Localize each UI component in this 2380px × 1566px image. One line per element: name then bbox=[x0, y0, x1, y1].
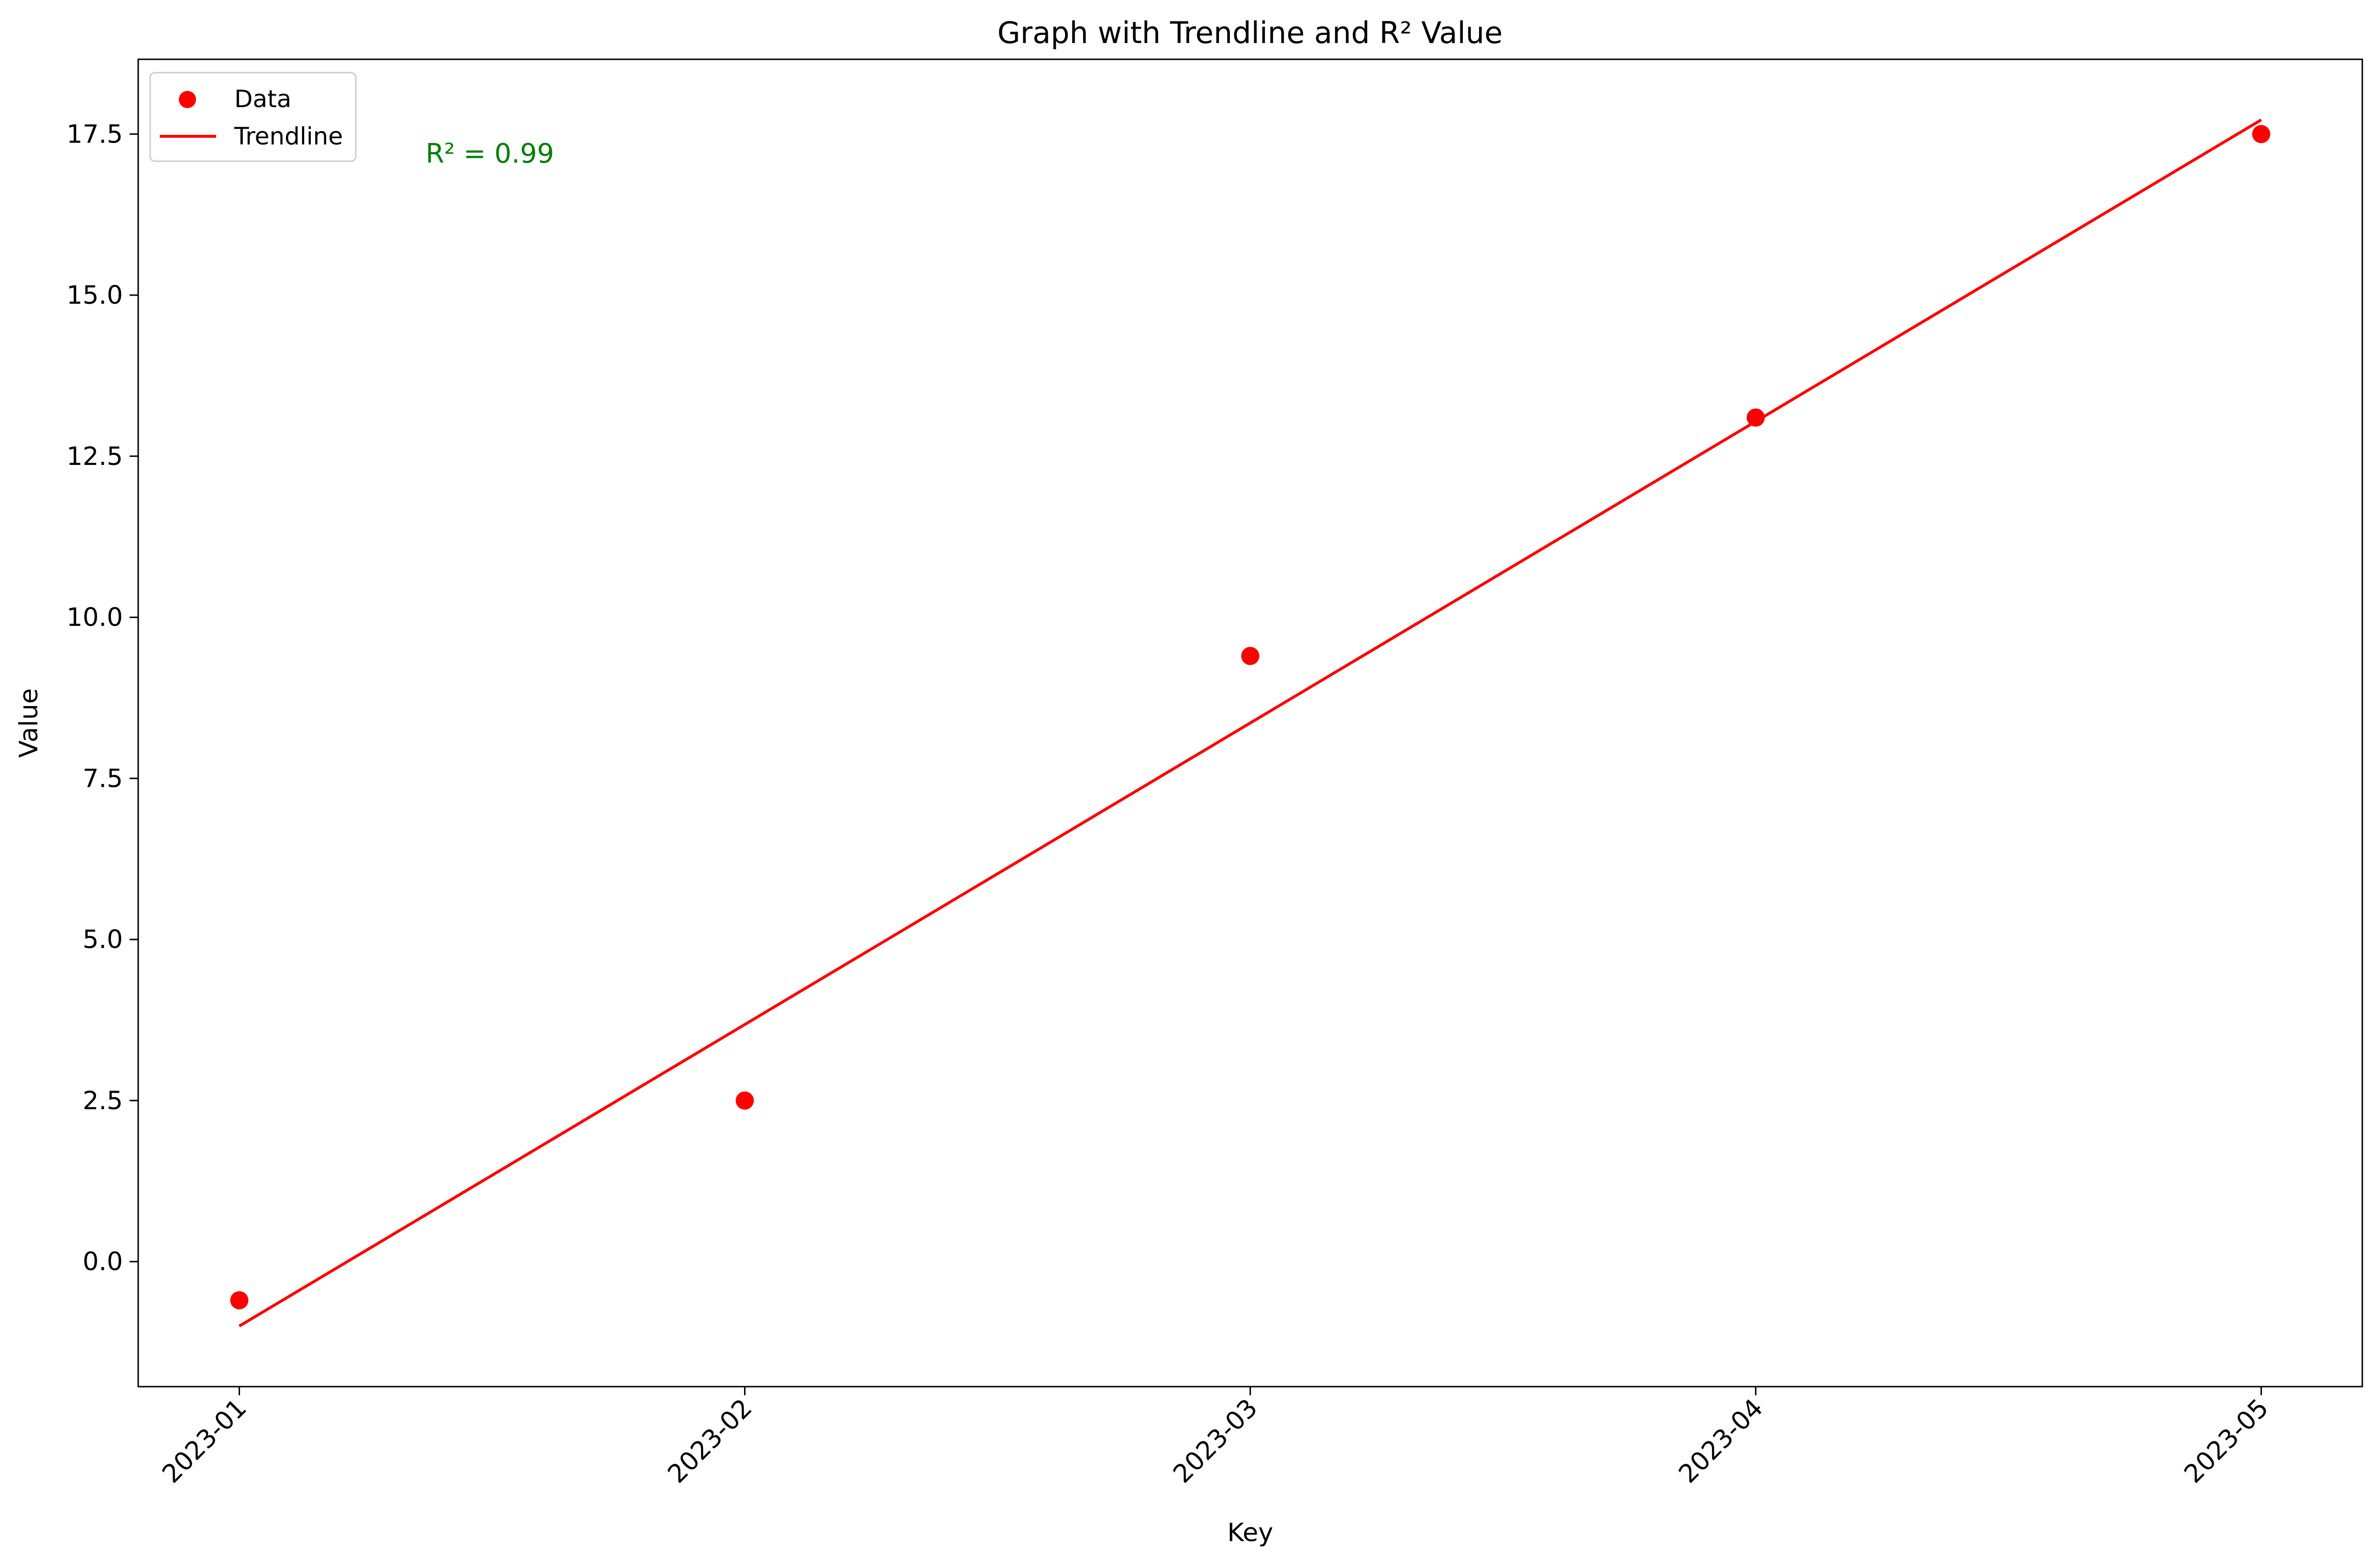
legend-box bbox=[149, 72, 357, 162]
y-tick-label: 15.0 bbox=[66, 281, 123, 310]
legend: Data Trendline bbox=[149, 72, 357, 162]
data-point bbox=[735, 1091, 754, 1110]
x-axis-label: Key bbox=[1227, 1518, 1273, 1547]
y-axis-label: Value bbox=[14, 688, 44, 758]
y-tick-label: 0.0 bbox=[83, 1247, 123, 1277]
chart-title: Graph with Trendline and R² Value bbox=[998, 15, 1503, 50]
legend-label-trendline: Trendline bbox=[234, 122, 343, 150]
data-point bbox=[230, 1291, 249, 1310]
legend-marker-data bbox=[179, 91, 196, 108]
y-tick-label: 5.0 bbox=[83, 925, 123, 954]
y-tick-label: 17.5 bbox=[66, 120, 123, 149]
legend-label-data: Data bbox=[234, 85, 291, 113]
data-point bbox=[1746, 408, 1765, 427]
y-tick-label: 2.5 bbox=[83, 1086, 123, 1115]
y-tick-label: 10.0 bbox=[66, 603, 123, 632]
r-squared-annotation: R² = 0.99 bbox=[426, 138, 554, 169]
y-tick-label: 7.5 bbox=[83, 764, 123, 793]
y-axis: 0.0 2.5 5.0 7.5 10.0 12.5 15.0 17.5 bbox=[66, 120, 138, 1277]
y-tick-label: 12.5 bbox=[66, 442, 123, 471]
data-point bbox=[1241, 647, 1260, 665]
trendline bbox=[238, 119, 2262, 1327]
data-point bbox=[2252, 125, 2270, 143]
plot-area bbox=[230, 119, 2270, 1327]
